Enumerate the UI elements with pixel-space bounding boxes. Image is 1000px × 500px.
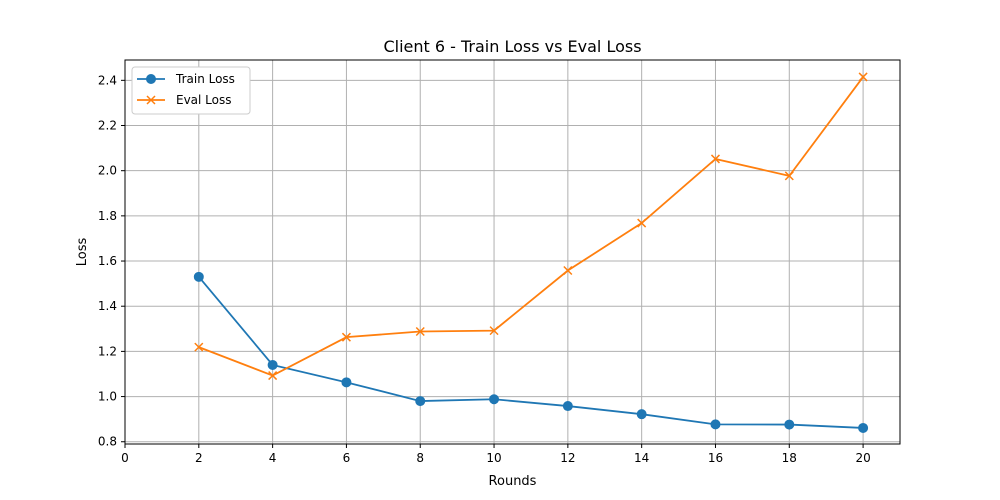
grid (124, 60, 900, 444)
data-point-x-stroke (268, 371, 278, 381)
legend-items: Train Loss Eval Loss (137, 72, 235, 107)
data-point-x (710, 154, 721, 164)
y-tick-label: 1.4 (98, 299, 117, 313)
y-tick-label: 1.8 (98, 209, 117, 223)
x-tick-label: 16 (708, 451, 723, 465)
data-point-x-stroke (415, 326, 425, 337)
y-tick-label: 2.0 (98, 164, 117, 178)
y-tick-label: 1.0 (98, 390, 117, 404)
x-tick-label: 6 (343, 451, 351, 465)
series-line (198, 76, 864, 377)
data-point-x (858, 72, 868, 82)
data-point-x (341, 332, 351, 342)
ticks: 0 2 4 6 8 10 12 14 16 18 20 0.8 1.0 1.2 1.4 1.6 1.8 2.0 2.… (98, 73, 871, 465)
data-point-circle (858, 422, 869, 433)
data-point-x (563, 265, 573, 276)
data-point-x-stroke (194, 342, 204, 352)
x-tick-label: 20 (855, 451, 870, 465)
data-point-circle (193, 271, 204, 282)
data-point-x (784, 171, 794, 181)
chart-title: Client 6 - Train Loss vs Eval Loss (383, 37, 641, 56)
y-tick-label: 1.6 (98, 254, 117, 268)
data-point-circle (636, 409, 647, 420)
data-point-circle (489, 394, 500, 405)
y-tick-label: 0.8 (98, 435, 117, 449)
data-point-x-stroke (489, 326, 499, 336)
data-point-x-stroke (784, 171, 794, 181)
x-tick-label: 12 (560, 451, 575, 465)
data-point-x-stroke (710, 154, 721, 164)
data-point-x (637, 218, 647, 228)
data-point-x-stroke (637, 218, 647, 228)
series-train-loss (193, 271, 869, 433)
y-tick-label: 2.4 (98, 73, 117, 87)
data-point-circle (784, 419, 795, 430)
x-tick-label: 14 (634, 451, 649, 465)
data-point-x (489, 326, 499, 336)
series-group (193, 72, 869, 433)
data-point-x-stroke (858, 72, 868, 82)
plot-frame (124, 59, 901, 445)
data-point-x (415, 326, 425, 337)
legend-item: Eval Loss (137, 93, 232, 107)
data-point-circle (267, 359, 278, 370)
data-point-x (268, 371, 278, 381)
data-point-circle (341, 377, 352, 388)
data-point-x-stroke (146, 95, 156, 105)
legend-item: Train Loss (137, 72, 235, 86)
data-point-x-stroke (563, 265, 573, 276)
x-tick-label: 8 (416, 451, 424, 465)
legend-label: Eval Loss (176, 93, 232, 107)
data-point-x (146, 95, 156, 105)
data-point-circle (146, 74, 156, 84)
y-axis-label: Loss (75, 238, 90, 267)
y-tick-label: 1.2 (98, 344, 117, 358)
x-tick-label: 0 (121, 451, 129, 465)
series-eval-loss (194, 72, 868, 381)
series-line (198, 276, 864, 429)
x-tick-label: 4 (269, 451, 277, 465)
data-point-circle (415, 396, 426, 407)
data-point-circle (710, 419, 721, 430)
legend-label: Train Loss (175, 72, 235, 86)
x-tick-label: 2 (195, 451, 203, 465)
data-point-x (194, 342, 204, 352)
data-point-circle (562, 401, 573, 412)
x-axis-label: Rounds (489, 474, 537, 489)
x-tick-label: 18 (782, 451, 797, 465)
data-point-x-stroke (341, 332, 351, 342)
y-tick-label: 2.2 (98, 119, 117, 133)
legend: Train Loss Eval Loss (131, 66, 251, 115)
x-tick-label: 10 (486, 451, 501, 465)
